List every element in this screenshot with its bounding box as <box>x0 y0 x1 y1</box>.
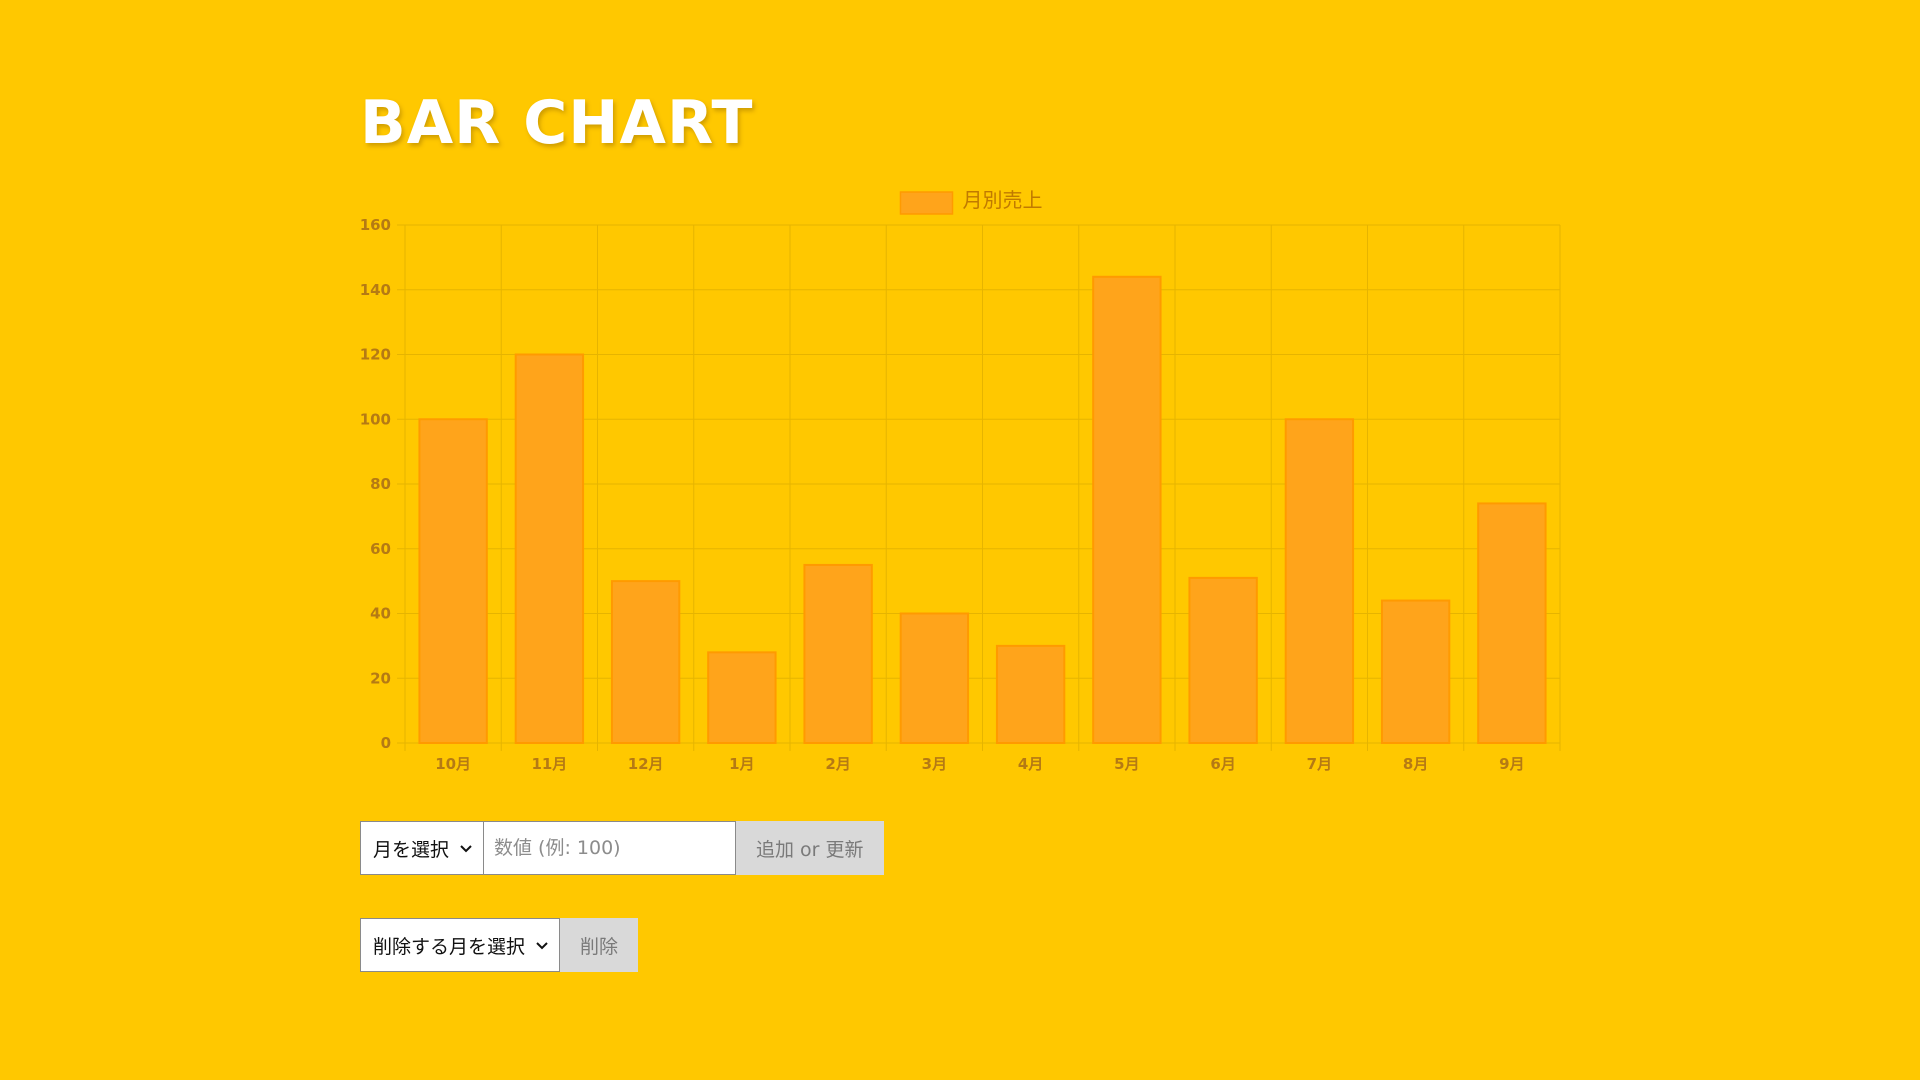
month-select[interactable]: 月を選択 <box>360 821 485 875</box>
value-input[interactable] <box>484 821 737 875</box>
bar[interactable] <box>1092 275 1162 745</box>
x-tick-label: 8月 <box>1403 755 1428 773</box>
bar[interactable] <box>514 353 585 744</box>
legend-label: 月別売上 <box>963 188 1043 212</box>
y-tick-label: 0 <box>381 734 391 752</box>
y-tick-label: 40 <box>370 605 391 623</box>
x-tick-label: 10月 <box>435 755 471 773</box>
bar[interactable] <box>1477 502 1547 744</box>
delete-month-select[interactable]: 削除する月を選択 <box>360 918 561 972</box>
x-tick-label: 3月 <box>922 755 947 773</box>
delete-form: 削除する月を選択 削除 <box>360 918 639 972</box>
page-title: BAR CHART <box>360 88 754 158</box>
y-tick-label: 20 <box>370 669 391 687</box>
x-tick-label: 5月 <box>1114 755 1139 773</box>
bar[interactable] <box>803 563 873 744</box>
y-tick-label: 120 <box>360 346 391 364</box>
bar[interactable] <box>995 644 1066 744</box>
bar-chart: 月別売上 0 20 40 60 80 100 120 140 160 10月 11月 12月 1月 2月 3月… <box>350 178 1570 778</box>
x-tick-label: 9月 <box>1499 755 1524 773</box>
y-tick-label: 60 <box>370 540 391 558</box>
x-tick-label: 12月 <box>628 755 664 773</box>
add-or-update-button[interactable]: 追加 or 更新 <box>736 821 884 875</box>
bar[interactable] <box>899 612 970 744</box>
chevron-down-icon <box>460 845 472 853</box>
legend-swatch <box>899 191 954 215</box>
x-tick-label: 7月 <box>1307 755 1332 773</box>
x-tick-label: 2月 <box>825 755 850 773</box>
bar[interactable] <box>1188 576 1258 745</box>
x-tick-label: 6月 <box>1210 755 1235 773</box>
x-tick-label: 11月 <box>531 755 567 773</box>
bar-chart-svg: 月別売上 0 20 40 60 80 100 120 140 160 10月 11月 12月 1月 2月 3月… <box>360 188 1561 773</box>
bar[interactable] <box>1284 418 1355 744</box>
bar[interactable] <box>610 580 681 744</box>
y-tick-label: 140 <box>360 281 391 299</box>
bar[interactable] <box>707 651 777 745</box>
month-select-label: 月を選択 <box>373 838 450 861</box>
bar[interactable] <box>418 418 488 744</box>
bar[interactable] <box>1380 599 1451 744</box>
y-tick-label: 160 <box>360 216 391 234</box>
x-tick-label: 4月 <box>1018 755 1043 773</box>
add-form: 月を選択 追加 or 更新 <box>360 821 884 875</box>
delete-month-select-label: 削除する月を選択 <box>373 935 526 958</box>
delete-button[interactable]: 削除 <box>560 918 639 972</box>
x-tick-label: 1月 <box>729 755 754 773</box>
y-tick-label: 80 <box>370 475 391 493</box>
y-tick-label: 100 <box>360 410 391 428</box>
chevron-down-icon <box>536 942 548 950</box>
